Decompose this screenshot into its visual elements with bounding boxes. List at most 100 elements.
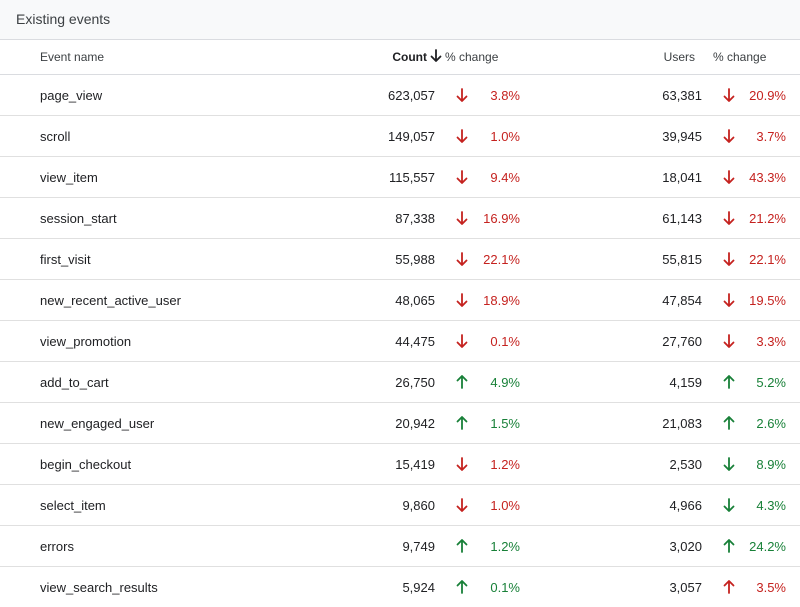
arrow-down-icon (456, 170, 468, 184)
event-count: 15,419 (395, 457, 435, 472)
arrow-down-icon (456, 293, 468, 307)
table-row[interactable]: select_item 9,860 1.0% 4,966 4.3% (0, 485, 800, 526)
event-name[interactable]: session_start (40, 211, 117, 226)
table-body: page_view 623,057 3.8% 63,381 20.9% scroll 149… (0, 75, 800, 607)
column-header-event-name[interactable]: Event name (40, 50, 105, 64)
arrow-down-icon (456, 334, 468, 348)
arrow-up-icon (723, 375, 735, 389)
table-row[interactable]: first_visit 55,988 22.1% 55,815 22.1% (0, 239, 800, 280)
arrow-up-icon (723, 539, 735, 553)
arrow-down-icon (456, 88, 468, 102)
count-change: 1.5% (490, 416, 520, 431)
count-change: 16.9% (483, 211, 520, 226)
event-name[interactable]: view_search_results (40, 580, 158, 595)
users-count: 47,854 (662, 293, 702, 308)
table-row[interactable]: add_to_cart 26,750 4.9% 4,159 5.2% (0, 362, 800, 403)
users-count: 27,760 (662, 334, 702, 349)
event-name[interactable]: errors (40, 539, 74, 554)
arrow-down-icon (723, 170, 735, 184)
event-name[interactable]: first_visit (40, 252, 91, 267)
event-count: 44,475 (395, 334, 435, 349)
arrow-up-icon (723, 580, 735, 594)
event-count: 115,557 (388, 170, 435, 185)
users-change: 3.5% (756, 580, 786, 595)
arrow-down-icon (723, 293, 735, 307)
table-row[interactable]: new_recent_active_user 48,065 18.9% 47,854 1… (0, 280, 800, 321)
arrow-down-icon (456, 211, 468, 225)
event-name[interactable]: new_engaged_user (40, 416, 155, 431)
count-change: 22.1% (483, 252, 520, 267)
event-count: 9,860 (402, 498, 435, 513)
users-change: 3.7% (756, 129, 786, 144)
count-change: 1.2% (490, 457, 520, 472)
arrow-down-icon (723, 457, 735, 471)
users-count: 2,530 (669, 457, 702, 472)
table-row[interactable]: errors 9,749 1.2% 3,020 24.2% (0, 526, 800, 567)
users-count: 63,381 (662, 88, 702, 103)
users-change: 2.6% (756, 416, 786, 431)
event-name[interactable]: select_item (40, 498, 106, 513)
users-change: 3.3% (756, 334, 786, 349)
event-count: 26,750 (395, 375, 435, 390)
users-change: 20.9% (749, 88, 786, 103)
users-count: 61,143 (662, 211, 702, 226)
users-count: 21,083 (662, 416, 702, 431)
event-name[interactable]: view_item (40, 170, 98, 185)
column-header-count-change[interactable]: % change (445, 50, 499, 64)
arrow-up-icon (456, 375, 468, 389)
users-count: 18,041 (662, 170, 702, 185)
count-change: 3.8% (490, 88, 520, 103)
count-change: 4.9% (490, 375, 520, 390)
count-change: 0.1% (490, 334, 520, 349)
column-header-users[interactable]: Users (663, 50, 695, 64)
event-count: 9,749 (402, 539, 435, 554)
table-row[interactable]: session_start 87,338 16.9% 61,143 21.2% (0, 198, 800, 239)
users-count: 4,966 (669, 498, 702, 513)
count-change: 0.1% (490, 580, 520, 595)
column-header-count[interactable]: Count (392, 50, 427, 64)
arrow-down-icon (456, 252, 468, 266)
users-change: 19.5% (749, 293, 786, 308)
users-count: 55,815 (662, 252, 702, 267)
event-count: 55,988 (395, 252, 435, 267)
arrow-down-icon (456, 498, 468, 512)
event-name[interactable]: view_promotion (40, 334, 132, 349)
table-row[interactable]: page_view 623,057 3.8% 63,381 20.9% (0, 75, 800, 116)
arrow-down-icon (456, 457, 468, 471)
table-row[interactable]: scroll 149,057 1.0% 39,945 3.7% (0, 116, 800, 157)
event-name[interactable]: scroll (40, 129, 71, 144)
event-count: 623,057 (388, 88, 435, 103)
users-change: 21.2% (749, 211, 786, 226)
users-count: 3,020 (669, 539, 702, 554)
arrow-down-icon (723, 252, 735, 266)
event-name[interactable]: page_view (40, 88, 103, 103)
table-row[interactable]: begin_checkout 15,419 1.2% 2,530 8.9% (0, 444, 800, 485)
event-name[interactable]: begin_checkout (40, 457, 132, 472)
table-row[interactable]: view_item 115,557 9.4% 18,041 43.3% (0, 157, 800, 198)
users-count: 4,159 (669, 375, 702, 390)
users-change: 5.2% (756, 375, 786, 390)
arrow-down-icon[interactable] (430, 49, 442, 63)
table-row[interactable]: view_search_results 5,924 0.1% 3,057 3.5% (0, 567, 800, 607)
event-count: 87,338 (395, 211, 435, 226)
arrow-down-icon (723, 129, 735, 143)
card-title: Existing events (16, 11, 111, 27)
table-row[interactable]: new_engaged_user 20,942 1.5% 21,083 2.6% (0, 403, 800, 444)
table-row[interactable]: view_promotion 44,475 0.1% 27,760 3.3% (0, 321, 800, 362)
event-count: 48,065 (395, 293, 435, 308)
arrow-up-icon (456, 539, 468, 553)
event-name[interactable]: add_to_cart (40, 375, 109, 390)
users-change: 22.1% (749, 252, 786, 267)
table-header: Event name Count % change Users % change (0, 40, 800, 75)
users-change: 8.9% (756, 457, 786, 472)
event-name[interactable]: new_recent_active_user (40, 293, 181, 308)
arrow-up-icon (456, 416, 468, 430)
column-header-users-change[interactable]: % change (713, 50, 767, 64)
arrow-down-icon (723, 334, 735, 348)
users-count: 3,057 (669, 580, 702, 595)
count-change: 1.0% (490, 498, 520, 513)
users-count: 39,945 (662, 129, 702, 144)
arrow-down-icon (723, 211, 735, 225)
arrow-down-icon (723, 498, 735, 512)
arrow-up-icon (456, 580, 468, 594)
